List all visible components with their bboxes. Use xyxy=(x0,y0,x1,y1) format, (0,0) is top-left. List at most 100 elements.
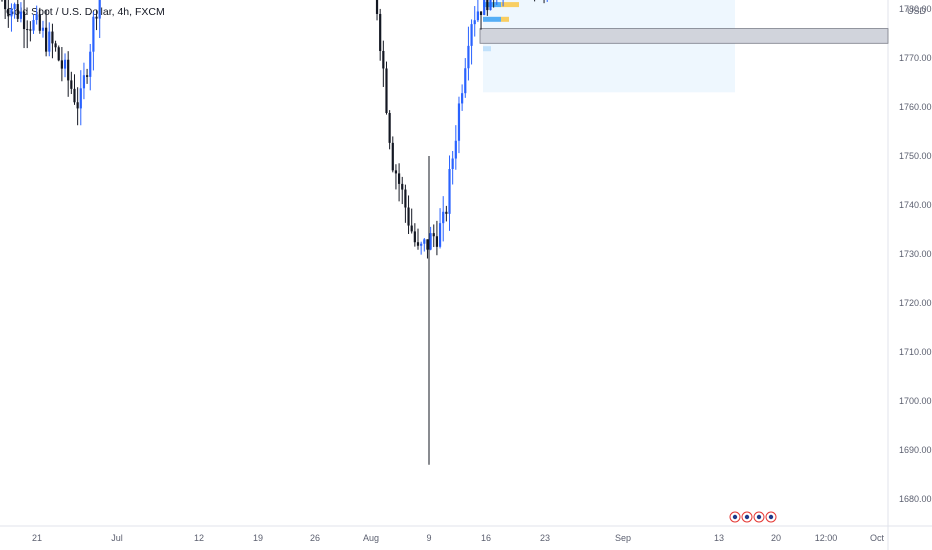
candles xyxy=(0,0,548,465)
candle-bear xyxy=(410,225,413,232)
candle-bear xyxy=(388,112,391,143)
candle-bull xyxy=(13,4,16,9)
candle-bull xyxy=(420,243,423,246)
overlays: Sideways xyxy=(729,511,777,523)
candle-bear xyxy=(407,207,410,226)
zones xyxy=(479,28,889,44)
candle-bear xyxy=(394,170,398,174)
candle-bull xyxy=(98,0,101,19)
time-axis: 21 Jul 12 19 26 Aug 9 16 23 Sep 13 20 12:00 Oct xyxy=(32,533,885,543)
x-tick-label: 12:00 xyxy=(815,533,838,543)
candle-bear xyxy=(401,183,404,190)
candle-bull xyxy=(89,51,92,77)
x-tick-label: Aug xyxy=(363,533,379,543)
candle-bull xyxy=(461,93,464,104)
candle-bear xyxy=(7,9,10,17)
candle-bear xyxy=(85,75,89,77)
candle-bull xyxy=(476,11,479,21)
candle-bull xyxy=(63,59,67,69)
y-tick-label: 1730.00 xyxy=(899,249,932,259)
candle-bear xyxy=(22,11,26,30)
candle-bear xyxy=(391,142,394,171)
candle-bull xyxy=(454,140,457,159)
y-tick-label: 1710.00 xyxy=(899,347,932,357)
candle-bull xyxy=(473,20,476,25)
candle-bull xyxy=(10,8,13,17)
x-tick-label: 23 xyxy=(540,533,550,543)
candle-bear xyxy=(397,173,401,184)
y-tick-label: 1700.00 xyxy=(899,396,932,406)
candle-bull xyxy=(457,103,461,141)
profile-bar-extra xyxy=(501,2,519,8)
candle-bull xyxy=(41,27,45,31)
candle-bull xyxy=(483,0,486,16)
x-tick-label: 12 xyxy=(194,533,204,543)
volume-profile xyxy=(483,0,735,93)
y-tick-label: 1760.00 xyxy=(899,102,932,112)
candle-bear xyxy=(385,68,388,113)
candle-bear xyxy=(379,13,382,51)
candle-bull xyxy=(489,0,492,11)
candle-bull xyxy=(464,68,467,94)
candle-bear xyxy=(29,29,32,31)
x-tick-label: Sep xyxy=(615,533,631,543)
x-tick-label: Jul xyxy=(111,533,123,543)
y-tick-label: 1690.00 xyxy=(899,445,932,455)
candle-bull xyxy=(19,11,23,19)
candle-bull xyxy=(448,169,451,214)
price-axis: 1680.00 1690.00 1700.00 1710.00 1720.00 1730.… xyxy=(899,4,932,504)
candle-bear xyxy=(73,88,76,103)
event-flag-icon-dot xyxy=(744,514,750,520)
volume-profile-area xyxy=(483,0,735,93)
x-tick-label: 20 xyxy=(771,533,781,543)
candle-bear xyxy=(4,0,7,10)
candle-bear xyxy=(76,102,79,109)
candle-bear xyxy=(486,0,489,11)
candle-bear xyxy=(67,59,70,81)
profile-bar xyxy=(483,46,491,52)
candle-bear xyxy=(38,14,41,31)
candle-bear xyxy=(95,16,98,19)
candle-bull xyxy=(423,239,426,244)
candle-bear xyxy=(16,4,19,19)
candle-bull xyxy=(429,233,432,250)
event-flag-icon-dot xyxy=(756,514,762,520)
candle-bull xyxy=(48,31,51,52)
profile-bar xyxy=(483,16,501,22)
candle-bull xyxy=(467,45,470,69)
candle-bull xyxy=(470,24,473,46)
candle-bear xyxy=(45,27,48,52)
candle-bull xyxy=(451,158,454,170)
candle-bull xyxy=(82,75,86,89)
profile-bar-extra xyxy=(501,16,509,22)
candle-bull xyxy=(438,223,442,247)
x-tick-label: 9 xyxy=(426,533,431,543)
y-tick-label: 1780.00 xyxy=(899,4,932,14)
x-tick-label: 13 xyxy=(714,533,724,543)
candle-bear xyxy=(26,29,29,31)
candle-bear xyxy=(445,211,448,214)
y-tick-label: 1750.00 xyxy=(899,151,932,161)
x-tick-label: 26 xyxy=(310,533,320,543)
candle-bull xyxy=(32,19,35,31)
candle-bear xyxy=(60,60,63,69)
currency-label: USD xyxy=(906,6,926,16)
y-tick-label: 1720.00 xyxy=(899,298,932,308)
candle-bull xyxy=(35,14,38,20)
profile-bar xyxy=(483,2,501,8)
y-tick-label: 1680.00 xyxy=(899,494,932,504)
candle-bear xyxy=(435,236,439,247)
event-flag-icon-dot xyxy=(732,514,738,520)
candle-bear xyxy=(54,43,57,48)
candle-bear xyxy=(51,31,54,44)
candle-bear xyxy=(416,242,420,246)
y-tick-label: 1770.00 xyxy=(899,53,932,63)
candle-bear xyxy=(375,0,379,14)
candle-bull xyxy=(92,16,95,52)
x-tick-label: Oct xyxy=(870,533,885,543)
candle-bear xyxy=(426,239,429,250)
candle-bear xyxy=(479,11,483,16)
event-flag-icon-dot xyxy=(768,514,774,520)
